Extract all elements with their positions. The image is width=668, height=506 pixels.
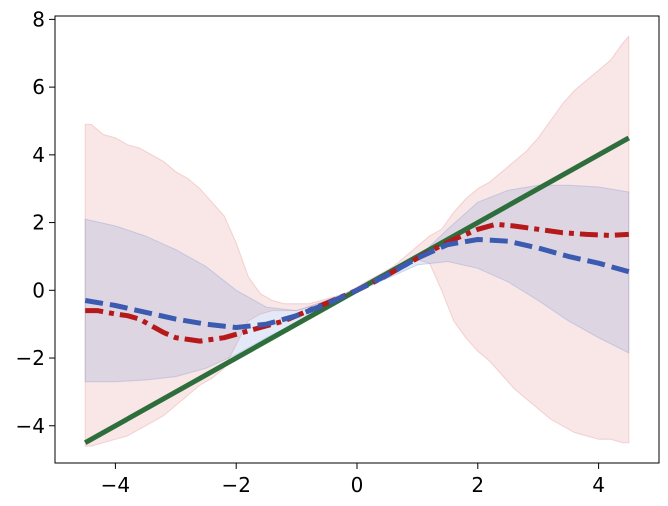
y-tick-label: −4 [16, 414, 45, 438]
x-tick-label: −2 [221, 473, 250, 497]
x-axis: −4 −2 0 2 4 [101, 463, 605, 497]
series-line-2 [84, 237, 630, 330]
x-tick-label: −4 [101, 473, 130, 497]
uncertainty-bands [84, 34, 630, 447]
y-axis: −4 −2 0 2 4 6 8 [16, 7, 55, 438]
x-tick-label: 2 [471, 473, 484, 497]
y-tick-label: 6 [32, 75, 45, 99]
x-tick-label: 4 [592, 473, 605, 497]
series-lines [83, 135, 631, 445]
y-tick-label: 2 [32, 211, 45, 235]
x-tick-label: 0 [351, 473, 364, 497]
y-tick-label: −2 [16, 346, 45, 370]
y-tick-label: 0 [32, 278, 45, 302]
band-1 [84, 184, 630, 383]
band-0 [84, 34, 630, 447]
y-tick-label: 8 [32, 7, 45, 31]
y-tick-label: 4 [32, 143, 45, 167]
